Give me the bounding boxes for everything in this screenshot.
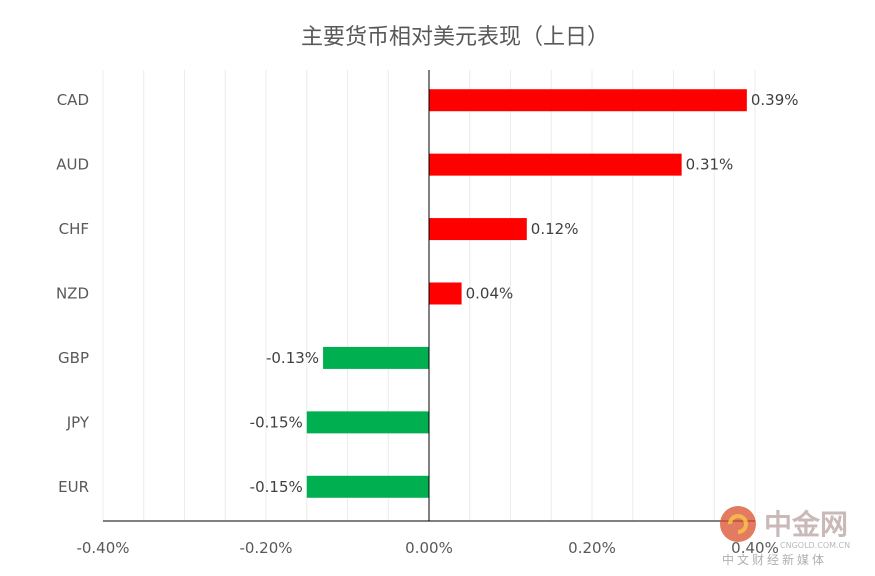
x-tick-label: 0.00% bbox=[405, 539, 453, 557]
axes bbox=[103, 70, 755, 522]
watermark-tagline: 中文财经新媒体 bbox=[722, 552, 827, 567]
watermark-logo-text: 中金网 bbox=[764, 508, 848, 541]
watermark-domain: CNGOLD.COM.CN bbox=[780, 541, 850, 550]
bar-jpy bbox=[306, 411, 429, 434]
data-label-chf: 0.12% bbox=[531, 220, 579, 238]
logo-disc-icon bbox=[720, 506, 756, 542]
category-labels: CAD AUD CHF NZD GBP JPY EUR bbox=[56, 91, 90, 496]
category-label-chf: CHF bbox=[59, 220, 89, 238]
bar-chf bbox=[429, 218, 527, 241]
bar-nzd bbox=[429, 282, 462, 305]
data-label-jpy: -0.15% bbox=[250, 413, 303, 431]
data-label-cad: 0.39% bbox=[751, 91, 799, 109]
x-tick-labels: -0.40% -0.20% 0.00% 0.20% 0.40% bbox=[76, 539, 778, 557]
bar-aud bbox=[429, 153, 682, 176]
category-label-jpy: JPY bbox=[66, 413, 90, 431]
x-tick-label: -0.20% bbox=[239, 539, 292, 557]
category-label-aud: AUD bbox=[56, 156, 89, 174]
chart-title: 主要货币相对美元表现（上日） bbox=[301, 25, 609, 50]
data-label-aud: 0.31% bbox=[686, 156, 734, 174]
bar-eur bbox=[306, 475, 429, 498]
data-label-eur: -0.15% bbox=[250, 478, 303, 496]
category-label-gbp: GBP bbox=[58, 349, 89, 367]
bar-cad bbox=[429, 89, 747, 112]
data-label-gbp: -0.13% bbox=[266, 349, 319, 367]
category-label-eur: EUR bbox=[58, 478, 89, 496]
logo-swirl-icon bbox=[728, 514, 748, 534]
category-label-nzd: NZD bbox=[56, 285, 89, 303]
x-tick-label: 0.40% bbox=[731, 539, 779, 557]
bars bbox=[306, 89, 747, 498]
data-labels: 0.39% 0.31% 0.12% 0.04% -0.13% -0.15% -0.15% bbox=[250, 91, 799, 496]
x-tick-label: 0.20% bbox=[568, 539, 616, 557]
bar-gbp bbox=[323, 346, 429, 369]
category-label-cad: CAD bbox=[57, 91, 89, 109]
x-tick-label: -0.40% bbox=[76, 539, 129, 557]
watermark-logo: 中金网 CNGOLD.COM.CN 中文财经新媒体 bbox=[720, 506, 850, 567]
data-label-nzd: 0.04% bbox=[466, 285, 514, 303]
gridlines bbox=[102, 70, 756, 521]
